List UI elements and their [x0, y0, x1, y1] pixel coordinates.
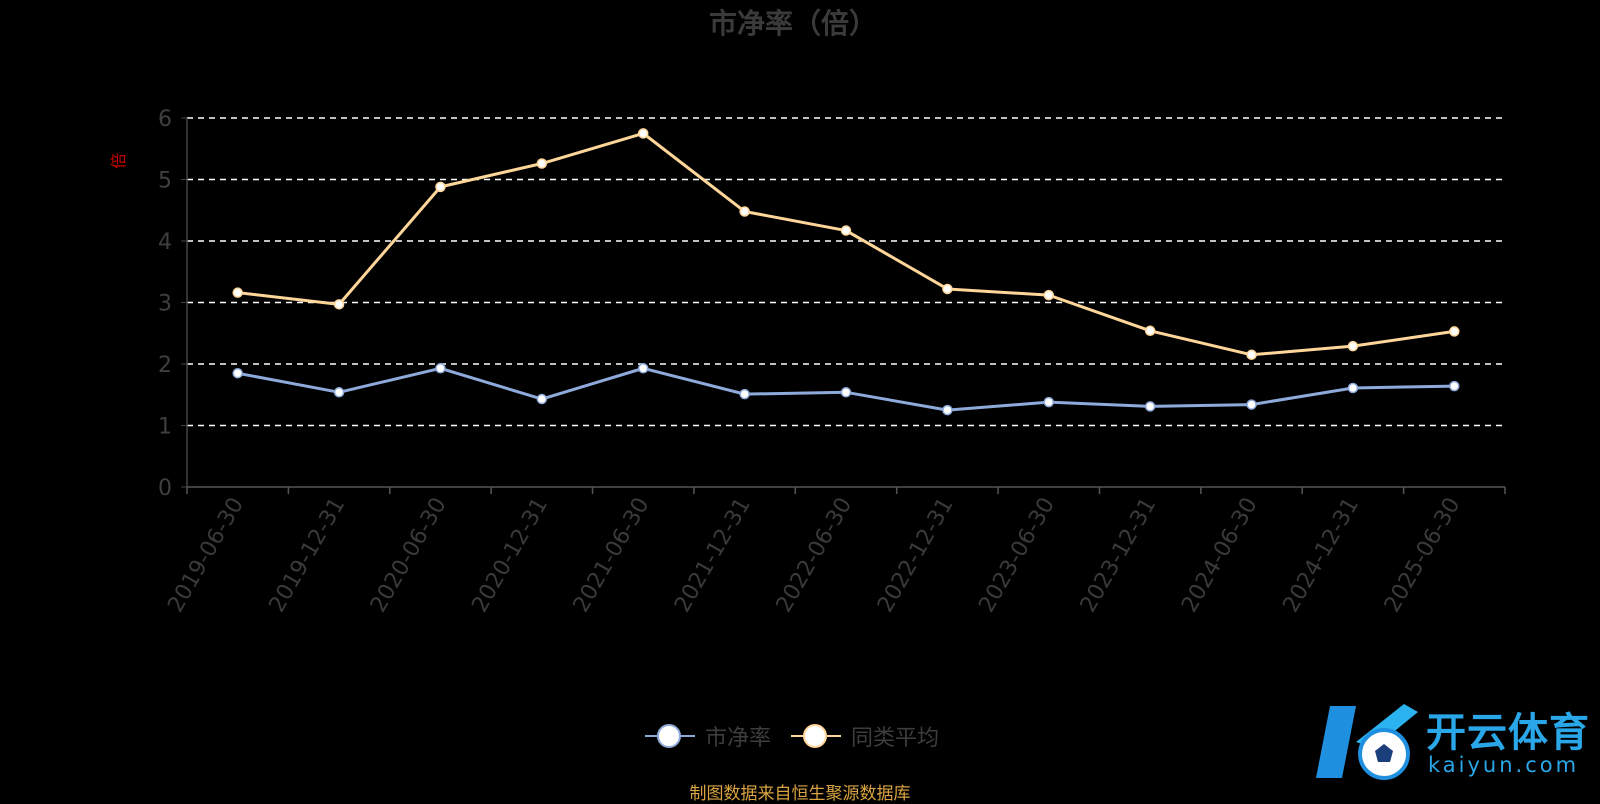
- legend-label-pb: 市净率: [705, 726, 772, 751]
- series-line-1: [237, 131, 1455, 357]
- x-tick-label-4: 2021-06-30: [569, 494, 655, 617]
- x-tick-label-8: 2023-06-30: [974, 494, 1060, 617]
- grid-lines: [187, 117, 1505, 427]
- data-point-1-1[interactable]: [333, 299, 345, 310]
- x-tick-label-2: 2020-06-30: [366, 494, 452, 617]
- y-axis-label: 倍: [109, 153, 128, 169]
- data-point-1-9[interactable]: [1144, 325, 1156, 337]
- y-tick-label-1: 1: [158, 415, 172, 440]
- data-point-0-11[interactable]: [1347, 382, 1359, 394]
- series: [232, 128, 1460, 416]
- logo-icon: [1316, 704, 1418, 780]
- logo-text: 开云体育: [1426, 710, 1590, 756]
- data-point-0-6[interactable]: [840, 387, 852, 398]
- legend-item-peer-avg[interactable]: 同类平均: [791, 720, 939, 752]
- legend-swatch-peer-avg: [791, 721, 842, 751]
- data-point-1-8[interactable]: [1043, 289, 1055, 301]
- logo-subtext: kaiyun.com: [1428, 753, 1580, 777]
- data-point-0-9[interactable]: [1144, 401, 1156, 412]
- data-point-0-0[interactable]: [232, 367, 243, 379]
- data-point-0-12[interactable]: [1449, 380, 1460, 392]
- x-tick-label-10: 2024-06-30: [1177, 494, 1263, 617]
- x-tick-label-7: 2022-12-31: [873, 494, 959, 617]
- y-tick-label-6: 6: [158, 107, 172, 132]
- data-point-0-1[interactable]: [333, 387, 345, 398]
- legend: 市净率 同类平均: [645, 718, 959, 754]
- legend-swatch-pb: [645, 721, 695, 751]
- x-tick-label-5: 2021-12-31: [670, 494, 756, 617]
- data-point-1-2[interactable]: [435, 181, 446, 193]
- y-tick-label-4: 4: [158, 230, 172, 255]
- data-point-1-5[interactable]: [739, 206, 750, 217]
- y-tick-label-2: 2: [158, 353, 172, 378]
- y-tick-label-5: 5: [158, 169, 172, 194]
- data-point-1-7[interactable]: [942, 283, 953, 295]
- data-point-0-7[interactable]: [942, 404, 953, 416]
- x-tick-label-3: 2020-12-31: [467, 494, 553, 617]
- legend-label-peer-avg: 同类平均: [851, 726, 940, 751]
- data-source-note: 制图数据来自恒生聚源数据库: [689, 784, 911, 804]
- data-point-1-0[interactable]: [232, 287, 243, 298]
- x-tick-label-12: 2025-06-30: [1380, 494, 1466, 617]
- x-tick-label-1: 2019-12-31: [265, 494, 351, 617]
- brand-logo: 开云体育 kaiyun.com: [1312, 698, 1592, 788]
- data-point-1-6[interactable]: [840, 225, 852, 236]
- series-0: [232, 363, 1460, 416]
- y-tick-label-0: 0: [158, 476, 172, 501]
- data-point-0-5[interactable]: [739, 388, 750, 400]
- data-point-1-11[interactable]: [1347, 340, 1359, 352]
- x-tick-label-11: 2024-12-31: [1279, 494, 1365, 617]
- data-point-0-4[interactable]: [637, 363, 649, 374]
- x-tick-label-0: 2019-06-30: [163, 494, 249, 617]
- data-point-1-4[interactable]: [637, 128, 649, 139]
- data-point-0-3[interactable]: [536, 393, 548, 405]
- series-1: [232, 128, 1460, 361]
- x-tick-label-9: 2023-12-31: [1076, 494, 1162, 617]
- y-tick-label-3: 3: [158, 292, 172, 317]
- chart-title: 市净率（倍）: [709, 7, 877, 40]
- x-tick-label-6: 2022-06-30: [772, 494, 858, 617]
- legend-item-pb[interactable]: 市净率: [645, 720, 771, 752]
- data-point-1-12[interactable]: [1449, 326, 1460, 337]
- data-point-0-2[interactable]: [435, 363, 446, 374]
- data-point-0-10[interactable]: [1246, 399, 1257, 410]
- data-point-0-8[interactable]: [1043, 396, 1055, 408]
- data-point-1-3[interactable]: [536, 158, 548, 169]
- data-point-1-10[interactable]: [1246, 349, 1257, 361]
